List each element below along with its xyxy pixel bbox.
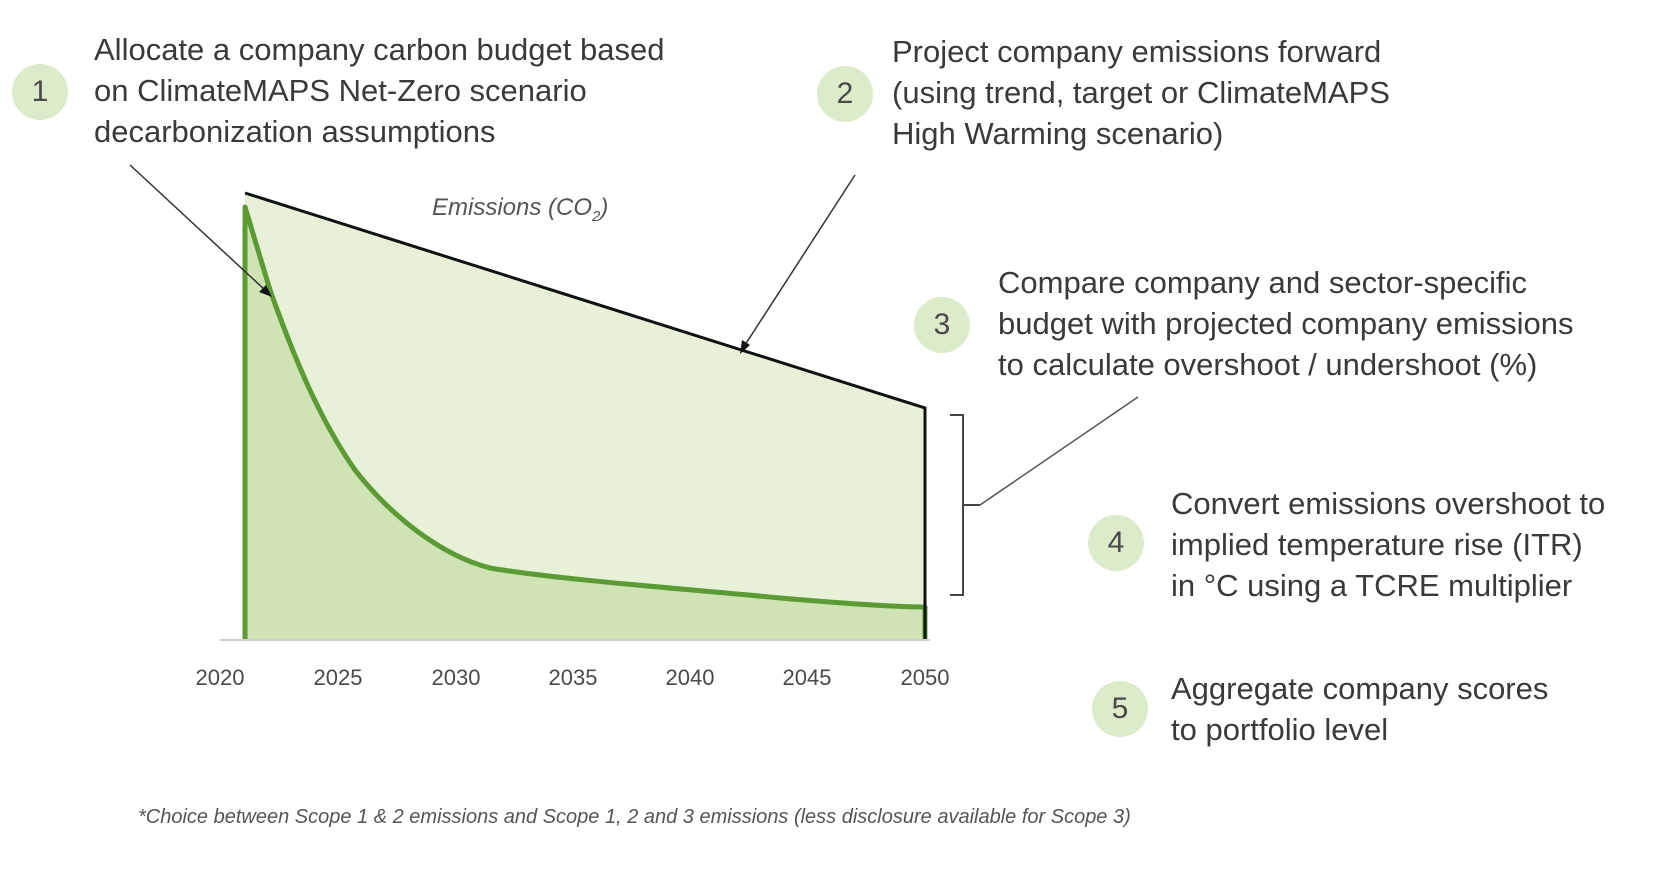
step-3-line-3: to calculate overshoot / undershoot (%) [998, 347, 1538, 382]
x-tick-2025: 2025 [313, 665, 363, 690]
carbon-budget-line [242, 204, 928, 640]
step-4-line-3: in °C using a TCRE multiplier [1171, 568, 1573, 603]
step-2-line-3: High Warming scenario) [892, 116, 1224, 151]
arrowhead-step-1 [259, 285, 272, 297]
step-1-line-2: on ClimateMAPS Net-Zero scenario [94, 73, 587, 108]
x-tick-2050: 2050 [900, 665, 950, 690]
x-tick-2030: 2030 [431, 665, 481, 690]
arrow-step-2 [744, 174, 856, 346]
step-5-line-1: Aggregate company scores [1171, 671, 1549, 706]
step-3-line-1: Compare company and sector-specific [998, 265, 1527, 300]
x-tick-2035: 2035 [548, 665, 598, 690]
step-4-line-2: implied temperature rise (ITR) [1171, 527, 1583, 562]
step-2-text: Project company emissions forward (using… [892, 31, 1390, 154]
step-4-line-1: Convert emissions overshoot to [1171, 486, 1606, 521]
step-4-text: Convert emissions overshoot to implied t… [1171, 483, 1605, 606]
footnote: *Choice between Scope 1 & 2 emissions an… [138, 806, 1131, 828]
step-1-badge: 1 [12, 64, 68, 120]
emissions-label: Emissions (CO2) [432, 194, 609, 225]
step-2-line-1: Project company emissions forward [892, 34, 1382, 69]
step-1-line-3: decarbonization assumptions [94, 114, 496, 149]
arrow-step-1 [129, 164, 266, 291]
projected-emissions-line [244, 191, 927, 640]
step-3-badge: 3 [914, 297, 970, 353]
x-tick-2040: 2040 [665, 665, 715, 690]
step-1-text: Allocate a company carbon budget based o… [94, 29, 664, 152]
x-tick-2045: 2045 [782, 665, 832, 690]
arrowhead-step-2 [740, 340, 750, 354]
step-5-line-2: to portfolio level [1171, 712, 1389, 747]
x-tick-2020: 2020 [195, 665, 245, 690]
step-1-line-1: Allocate a company carbon budget based [94, 32, 665, 67]
step-2-line-2: (using trend, target or ClimateMAPS [892, 75, 1390, 110]
step-3-line-2: budget with projected company emissions [998, 306, 1574, 341]
overshoot-bracket [950, 414, 980, 596]
step-5-badge: 5 [1092, 681, 1148, 737]
step-4-badge: 4 [1088, 515, 1144, 571]
step-2-badge: 2 [817, 66, 873, 122]
step-5-text: Aggregate company scores to portfolio le… [1171, 668, 1548, 750]
connector-step-3 [979, 396, 1139, 506]
step-3-text: Compare company and sector-specific budg… [998, 262, 1574, 385]
